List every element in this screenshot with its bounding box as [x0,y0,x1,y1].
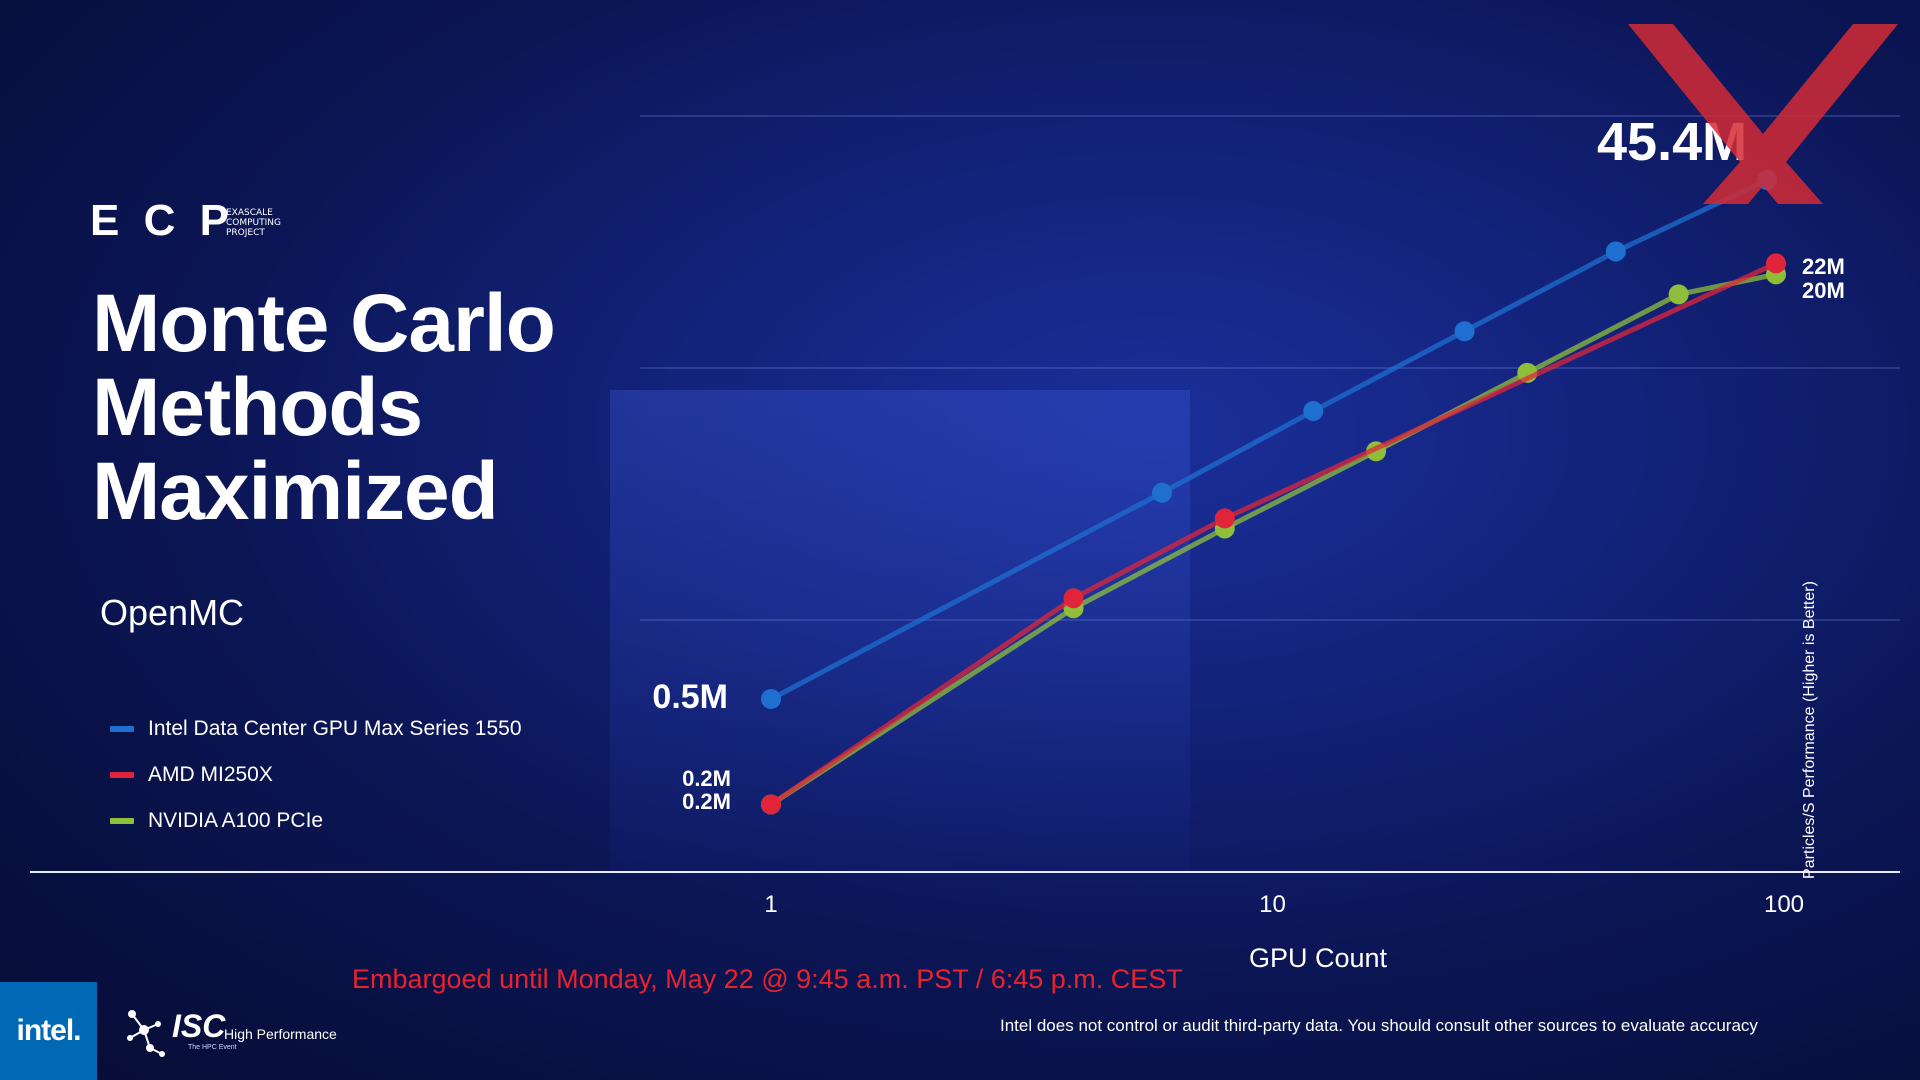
series-line-1 [769,261,1778,807]
embargo-notice: Embargoed until Monday, May 22 @ 9:45 a.… [352,964,1183,994]
x-tick-labels: 1 10 100 [764,891,1804,918]
isc-logo: ISC High Performance The HPC Event [122,1004,352,1060]
data-point-0-2 [1303,401,1324,422]
x-tick-label-10: 10 [1259,891,1286,918]
data-point-1-1 [1063,588,1084,609]
legend-swatch-intel [110,726,134,732]
isc-logo-subtext: High Performance [224,1026,337,1042]
data-point-1-0 [761,794,781,815]
data-point-0-3 [1454,321,1475,342]
grid-lines [640,115,1900,621]
data-point-0-4 [1605,241,1626,262]
data-label-amd-start: 0.2M [682,766,731,791]
series-2 [761,264,1786,815]
x-tick-label-100: 100 [1764,891,1804,918]
data-label-intel-start: 0.5M [652,678,728,716]
watermark-x-icon [1628,24,1898,204]
legend-swatch-nvidia [110,818,134,824]
data-point-0-1 [1152,482,1173,503]
page-title: Monte Carlo Methods Maximized [92,278,556,537]
intel-logo-text: intel. [16,1014,81,1047]
ecp-logo: E C P EXASCALE COMPUTING PROJECT [90,196,310,252]
data-point-0-0 [761,689,781,709]
series-line-2 [769,271,1777,807]
y-axis-title: Particles/S Performance (Higher is Bette… [1801,581,1818,879]
data-point-1-3 [1766,253,1786,274]
x-tick-label-1: 1 [764,891,777,918]
data-point-2-5 [1668,284,1689,305]
series-0 [761,170,1778,709]
legend-item-nvidia: NVIDIA A100 PCIe [110,798,522,844]
ecp-logo-subtext: EXASCALE COMPUTING PROJECT [226,208,282,238]
legend-item-intel: Intel Data Center GPU Max Series 1550 [110,706,522,752]
intel-logo: intel. [0,982,97,1080]
data-label-amd-end: 22M [1802,254,1845,279]
ecp-logo-text: E C P [90,196,235,245]
series-line-0 [769,177,1769,702]
isc-logo-tag: The HPC Event [188,1044,237,1051]
x-axis-title: GPU Count [1249,943,1388,973]
series-1 [761,253,1786,815]
chart-legend: Intel Data Center GPU Max Series 1550 AM… [110,706,522,844]
legend-item-amd: AMD MI250X [110,752,522,798]
chart-subtitle: OpenMC [100,592,245,633]
disclaimer: Intel does not control or audit third-pa… [1000,1016,1758,1035]
data-point-1-2 [1214,508,1235,529]
isc-network-icon [127,1010,165,1057]
isc-logo-text: ISC [172,1008,226,1044]
legend-swatch-amd [110,772,134,778]
data-label-nvidia-start: 0.2M [682,789,731,814]
data-label-nvidia-end: 20M [1802,278,1845,303]
